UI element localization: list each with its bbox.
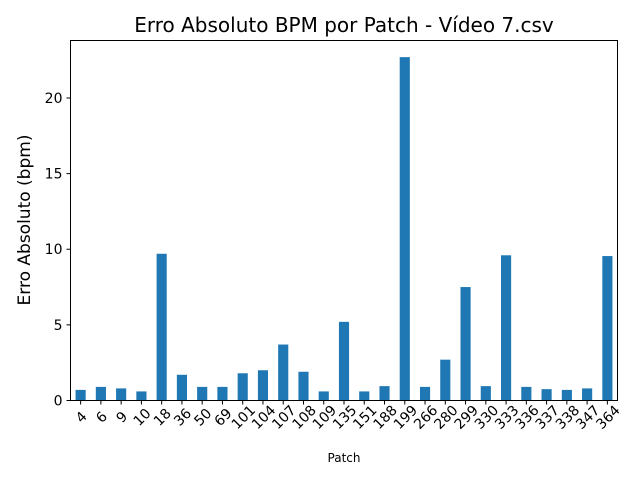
x-tick-label: 6 <box>93 409 111 427</box>
bar-104 <box>257 370 269 401</box>
bar-9 <box>116 388 127 401</box>
bar-4 <box>75 389 86 401</box>
bar-199 <box>399 57 410 401</box>
bar-337 <box>541 389 552 401</box>
y-tick-label: 0 <box>54 394 63 410</box>
bar-347 <box>582 388 593 401</box>
bar-266 <box>419 386 431 401</box>
y-tick-label: 20 <box>45 91 63 107</box>
bar-336 <box>521 386 532 401</box>
axes-frame <box>70 40 618 401</box>
bar-364 <box>602 256 613 401</box>
chart-title: Erro Absoluto BPM por Patch - Vídeo 7.cs… <box>134 13 554 37</box>
y-axis-label: Erro Absoluto (bpm) <box>15 135 35 306</box>
bar-6 <box>95 386 106 401</box>
bar-18 <box>156 253 167 401</box>
y-tick-label: 5 <box>54 318 63 334</box>
bar-338 <box>561 389 572 401</box>
bar-50 <box>197 386 208 401</box>
bar-280 <box>440 359 451 401</box>
bar-36 <box>176 374 187 401</box>
bar-69 <box>217 386 228 401</box>
bar-188 <box>379 386 390 401</box>
bar-333 <box>501 255 512 401</box>
bar-109 <box>318 391 329 401</box>
x-axis-label: Patch <box>328 451 361 465</box>
bar-151 <box>359 391 370 401</box>
bar-299 <box>460 287 471 401</box>
bar-108 <box>298 371 309 401</box>
bar-107 <box>278 344 289 401</box>
y-tick-label: 15 <box>45 167 63 183</box>
plot-area: 4 6 9 1018365069101104107108109135151188199… <box>45 57 624 433</box>
x-tick-label: 4 <box>73 409 91 427</box>
bar-101 <box>237 373 248 401</box>
x-tick-label: 9 <box>114 409 132 427</box>
y-tick-label: 10 <box>45 242 63 258</box>
x-tick-label: 364 <box>593 403 623 433</box>
bar-10 <box>136 391 147 401</box>
bar-330 <box>480 386 491 401</box>
bar-135 <box>338 321 350 401</box>
